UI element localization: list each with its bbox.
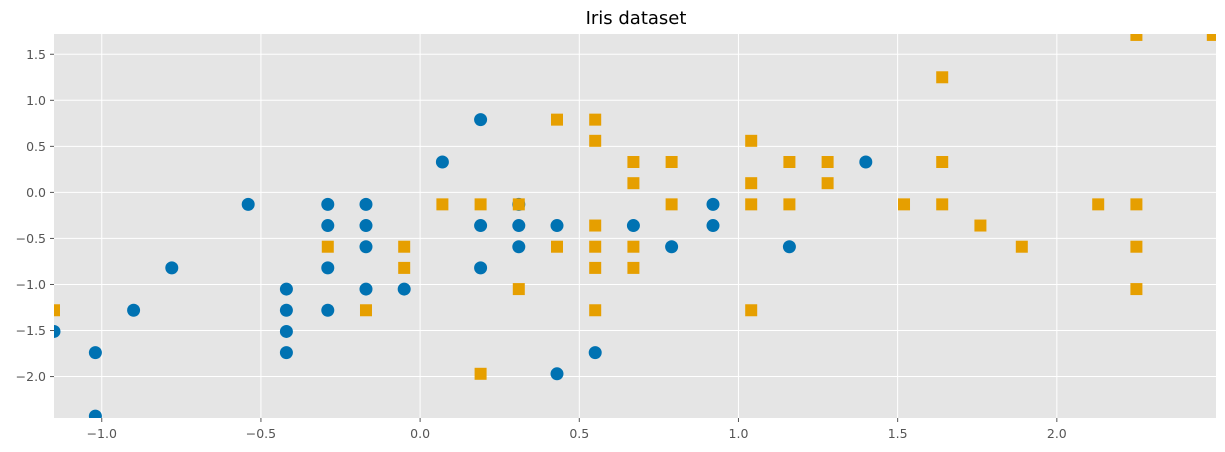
circle-point [279,346,293,360]
square-point [359,304,372,317]
circle-point [474,261,488,275]
square-point [627,177,640,190]
square-point [54,304,60,317]
circle-point [550,219,564,233]
x-tick-label: 0.0 [410,426,430,441]
square-point [627,261,640,274]
y-tick-label: 0.5 [26,139,46,154]
grid-lines [54,34,1216,418]
circle-point [706,197,720,211]
square-point [1092,198,1105,211]
circle-point [512,240,526,254]
square-point [589,261,602,274]
y-tick-label: 1.0 [26,93,46,108]
square-point [1206,34,1216,41]
circle-point [512,219,526,233]
square-point [1130,240,1143,253]
square-point [821,156,834,168]
circle-point [397,282,411,296]
circle-point [279,282,293,296]
circle-point [474,219,488,233]
y-tick-label: 0.0 [26,185,46,200]
circle-point [359,282,373,296]
square-point [627,240,640,253]
square-point [321,240,334,253]
circle-point [241,197,255,211]
circle-point [165,261,179,275]
x-tick-label: 1.0 [729,426,749,441]
circle-point [359,197,373,211]
circle-point [359,240,373,254]
y-tick-label: −1.0 [16,277,46,292]
circle-point [588,346,602,360]
y-tick-label: −1.5 [16,323,46,338]
square-point [936,156,949,168]
tick-labels: −1.0 −0.5 0.0 0.5 1.0 1.5 2.0 −2.0 −1.5 −1.0 −0.5 0… [16,47,1067,441]
circle-point [435,155,449,169]
square-point [589,134,602,147]
circle-point [321,261,335,275]
x-tick-label: −1.0 [87,426,117,441]
circle-point [88,409,102,418]
square-point [745,304,758,317]
circle-point [474,113,488,127]
circle-point [859,155,873,169]
square-point [512,283,525,296]
data-points [54,34,1216,418]
square-point [745,134,758,147]
square-point [1130,198,1143,211]
square-point [745,177,758,190]
circle-point [321,219,335,233]
square-point [1015,240,1028,253]
square-point [898,198,911,211]
circle-point [127,303,141,317]
square-point [551,240,564,253]
circle-point [550,367,564,381]
square-point [589,113,602,126]
x-tick-label: 2.0 [1047,426,1067,441]
square-point [974,219,987,232]
circle-point [321,197,335,211]
x-tick-label: 0.5 [569,426,589,441]
y-tick-label: −0.5 [16,231,46,246]
square-point [589,240,602,253]
square-point [627,156,640,168]
y-tick-label: −2.0 [16,369,46,384]
square-point [1130,283,1143,296]
circle-point [88,346,102,360]
square-point [398,261,411,274]
square-point [474,367,487,380]
square-point [589,219,602,232]
square-point [665,156,678,168]
square-point [398,240,411,253]
circle-point [54,324,61,338]
y-tick-label: 1.5 [26,47,46,62]
square-point [436,198,449,211]
square-point [589,304,602,317]
circle-point [626,219,640,233]
circle-point [279,324,293,338]
circle-point [279,303,293,317]
square-point [783,156,796,168]
square-point [745,198,758,211]
square-point [474,198,487,211]
square-point [665,198,678,211]
square-point [1130,34,1143,41]
square-point [936,71,949,84]
square-point [936,198,949,211]
circle-point [706,219,720,233]
circle-point [665,240,679,254]
square-point [512,198,525,211]
chart-title: Iris dataset [586,8,687,29]
square-point [783,198,796,211]
square-point [821,177,834,190]
circle-point [782,240,796,254]
circle-point [359,219,373,233]
x-tick-label: 1.5 [888,426,908,441]
circle-point [321,303,335,317]
x-tick-label: −0.5 [246,426,276,441]
square-point [551,113,564,126]
